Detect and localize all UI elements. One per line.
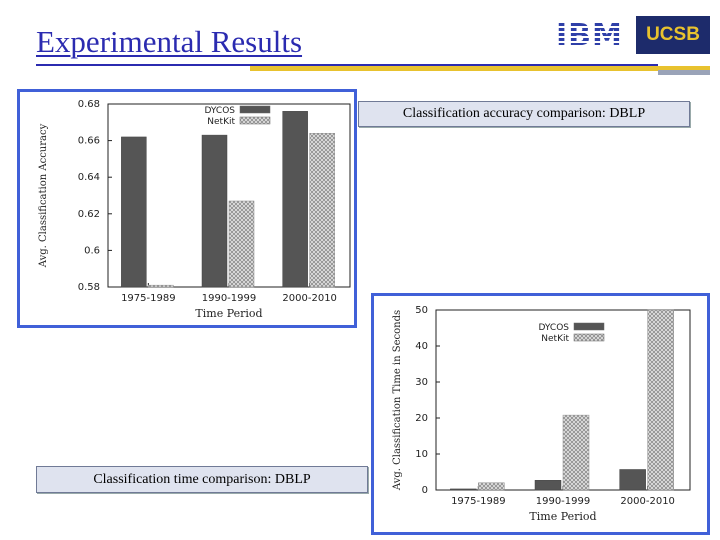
acc-y-tick-label: 0.58 [78,282,100,293]
time-legend-swatch-netkit [573,333,605,342]
time-bar-dycos-2000-2010 [619,469,646,491]
title-rule-gold [250,66,710,71]
acc-bar-dycos-1975-1989 [121,136,147,288]
acc-legend-label-netkit: NetKit [207,117,235,127]
acc-x-tick-label: 1990-1999 [202,293,257,304]
time-x-tick-label: 1990-1999 [536,496,591,507]
acc-bar-netkit-1975-1989 [148,284,174,288]
title-rule-blue [36,64,658,66]
time-bar-netkit-1990-1999 [562,414,590,491]
time-x-tick-label: 1975-1989 [451,496,506,507]
acc-x-tick-label: 2000-2010 [282,293,337,304]
accuracy-chart-panel: 0.58 0.6 0.62 0.64 0.66 0.68 1975-1989 1990-199… [17,89,357,328]
time-y-tick-label: 50 [415,305,428,316]
acc-y-tick-label: 0.68 [78,99,100,110]
acc-legend-label-dycos: DYCOS [204,106,235,116]
acc-y-tick-label: 0.66 [78,136,100,147]
acc-y-tick-label: 0.6 [84,245,100,256]
acc-x-tick-label: 1975-1989 [121,293,176,304]
time-y-tick-label: 20 [415,413,428,424]
time-y-tick-label: 10 [415,449,428,460]
time-chart: 0 10 20 30 40 50 1975-1989 1990-1999 2000-2010 Ti… [392,305,691,523]
time-legend-label-netkit: NetKit [541,334,569,344]
time-y-tick-label: 0 [422,485,428,496]
time-caption: Classification time comparison: DBLP [36,466,368,493]
title-rule-gray [658,70,710,75]
time-x-tick-label: 2000-2010 [620,496,675,507]
time-bar-netkit-2000-2010 [647,309,674,491]
acc-legend-swatch-dycos [239,105,271,114]
time-bar-dycos-1975-1989 [450,488,477,491]
time-legend-label-dycos: DYCOS [538,323,569,333]
acc-bar-dycos-1990-1999 [201,134,228,288]
accuracy-caption: Classification accuracy comparison: DBLP [358,101,690,127]
ibm-logo: IBM [556,18,623,53]
slide-title: Experimental Results [36,24,303,59]
time-bar-dycos-1990-1999 [534,480,562,491]
time-y-axis-label: Avg. Classification Time in Seconds [392,310,403,491]
acc-y-tick-label: 0.62 [78,209,100,220]
acc-bar-netkit-2000-2010 [309,133,335,288]
accuracy-chart: 0.58 0.6 0.62 0.64 0.66 0.68 1975-1989 1990-199… [38,99,351,320]
time-y-tick-label: 30 [415,377,428,388]
time-y-tick-label: 40 [415,341,428,352]
time-x-axis-label: Time Period [529,510,596,523]
acc-x-axis-label: Time Period [195,307,262,320]
time-bar-netkit-1975-1989 [478,482,505,491]
time-legend-swatch-dycos [573,322,605,331]
time-chart-panel: 0 10 20 30 40 50 1975-1989 1990-1999 2000-2010 Ti… [371,293,710,535]
acc-y-axis-label: Avg. Classification Accuracy [38,123,49,268]
ucsb-logo: UCSB [636,16,710,54]
acc-bar-netkit-1990-1999 [228,200,255,288]
acc-legend-swatch-netkit [239,116,271,125]
acc-y-tick-label: 0.64 [78,172,100,183]
acc-bar-dycos-2000-2010 [282,111,308,288]
